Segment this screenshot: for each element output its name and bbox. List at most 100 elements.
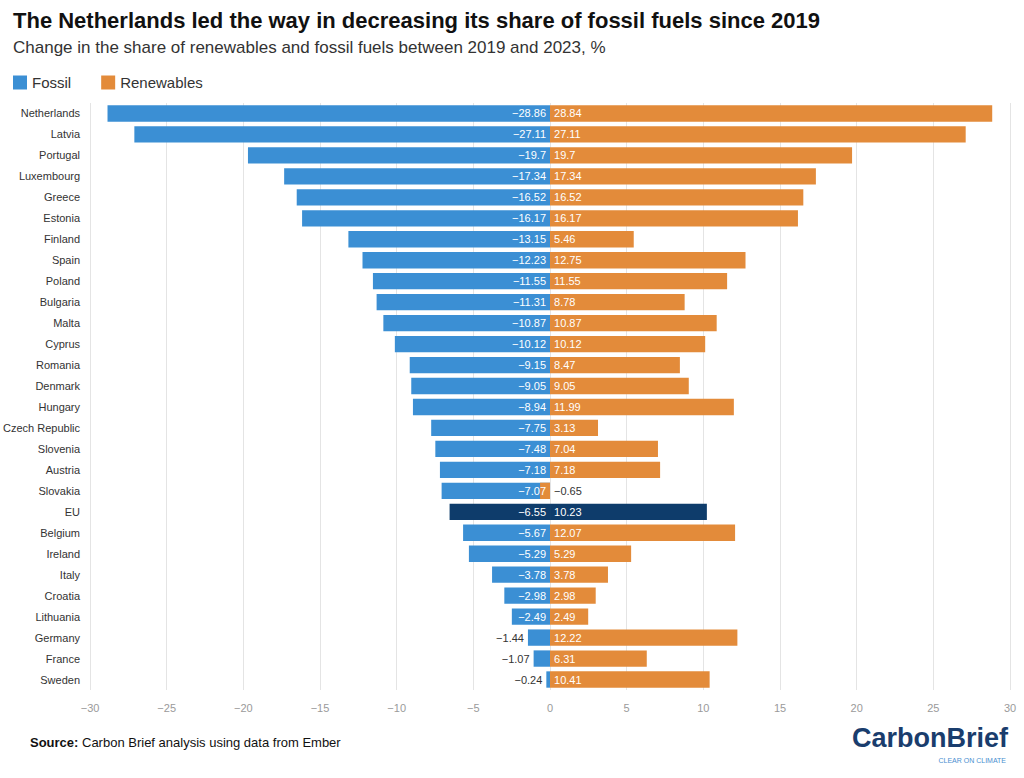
svg-text:Cyprus: Cyprus (45, 338, 80, 350)
svg-text:10.23: 10.23 (554, 506, 582, 518)
svg-text:−17.34: −17.34 (512, 170, 546, 182)
svg-text:3.13: 3.13 (554, 422, 575, 434)
svg-text:Latvia: Latvia (51, 128, 81, 140)
svg-text:19.7: 19.7 (554, 149, 575, 161)
svg-text:−5.29: −5.29 (518, 548, 546, 560)
svg-text:11.55: 11.55 (554, 275, 581, 287)
svg-text:0: 0 (547, 702, 553, 714)
svg-text:11.99: 11.99 (554, 401, 581, 413)
svg-text:−27.11: −27.11 (513, 128, 546, 140)
svg-text:Malta: Malta (53, 317, 81, 329)
svg-text:25: 25 (927, 702, 939, 714)
svg-text:Czech Republic: Czech Republic (3, 422, 81, 434)
svg-text:−2.49: −2.49 (518, 611, 546, 623)
svg-text:Fossil: Fossil (32, 74, 71, 91)
svg-text:15: 15 (774, 702, 786, 714)
svg-text:−2.98: −2.98 (518, 590, 546, 602)
svg-text:16.17: 16.17 (554, 212, 582, 224)
svg-text:9.05: 9.05 (554, 380, 575, 392)
svg-text:Bulgaria: Bulgaria (40, 296, 81, 308)
svg-text:10: 10 (697, 702, 709, 714)
svg-text:Source:: Source: (30, 735, 78, 750)
svg-text:−19.7: −19.7 (518, 149, 546, 161)
svg-text:Germany: Germany (35, 632, 81, 644)
svg-text:Lithuania: Lithuania (35, 611, 81, 623)
svg-text:27.11: 27.11 (554, 128, 581, 140)
svg-text:12.07: 12.07 (554, 527, 582, 539)
svg-text:−1.07: −1.07 (502, 653, 530, 665)
svg-text:−7.07: −7.07 (518, 485, 546, 497)
svg-text:Austria: Austria (46, 464, 81, 476)
svg-text:Luxembourg: Luxembourg (19, 170, 80, 182)
svg-text:Finland: Finland (44, 233, 80, 245)
svg-text:5.29: 5.29 (554, 548, 575, 560)
svg-text:3.78: 3.78 (554, 569, 575, 581)
svg-text:Renewables: Renewables (120, 74, 203, 91)
svg-text:−10: −10 (387, 702, 406, 714)
svg-text:France: France (46, 653, 80, 665)
svg-text:−0.65: −0.65 (554, 485, 582, 497)
svg-text:−9.05: −9.05 (518, 380, 546, 392)
svg-text:10.12: 10.12 (554, 338, 582, 350)
svg-text:−6.55: −6.55 (518, 506, 546, 518)
svg-text:Spain: Spain (52, 254, 80, 266)
svg-text:30: 30 (1004, 702, 1016, 714)
svg-text:Change in the share of renewab: Change in the share of renewables and fo… (13, 38, 606, 57)
svg-text:−0.24: −0.24 (514, 674, 542, 686)
svg-text:−20: −20 (234, 702, 253, 714)
svg-text:−1.44: −1.44 (496, 632, 524, 644)
svg-text:−7.18: −7.18 (518, 464, 546, 476)
svg-text:16.52: 16.52 (554, 191, 582, 203)
svg-text:8.78: 8.78 (554, 296, 575, 308)
svg-text:−15: −15 (311, 702, 330, 714)
svg-text:Greece: Greece (44, 191, 80, 203)
svg-text:6.31: 6.31 (554, 653, 575, 665)
svg-text:Ireland: Ireland (46, 548, 80, 560)
svg-text:12.22: 12.22 (554, 632, 582, 644)
svg-text:−9.15: −9.15 (518, 359, 546, 371)
svg-text:Romania: Romania (36, 359, 81, 371)
svg-text:−10.87: −10.87 (512, 317, 546, 329)
svg-text:−16.52: −16.52 (512, 191, 546, 203)
svg-text:Slovakia: Slovakia (38, 485, 80, 497)
svg-text:−30: −30 (81, 702, 100, 714)
svg-text:−7.75: −7.75 (518, 422, 546, 434)
svg-text:Italy: Italy (60, 569, 81, 581)
svg-text:5: 5 (624, 702, 630, 714)
svg-text:5.46: 5.46 (554, 233, 575, 245)
svg-text:CarbonBrief: CarbonBrief (852, 723, 1009, 753)
svg-text:Poland: Poland (46, 275, 80, 287)
svg-text:Hungary: Hungary (38, 401, 80, 413)
svg-text:Portugal: Portugal (39, 149, 80, 161)
svg-text:7.04: 7.04 (554, 443, 575, 455)
svg-text:−7.48: −7.48 (518, 443, 546, 455)
svg-text:12.75: 12.75 (554, 254, 582, 266)
svg-text:8.47: 8.47 (554, 359, 575, 371)
svg-text:10.41: 10.41 (554, 674, 582, 686)
svg-text:−10.12: −10.12 (512, 338, 546, 350)
svg-text:−16.17: −16.17 (512, 212, 546, 224)
svg-text:−28.86: −28.86 (512, 107, 546, 119)
svg-text:Netherlands: Netherlands (21, 107, 81, 119)
svg-text:The Netherlands led the way in: The Netherlands led the way in decreasin… (13, 8, 820, 33)
svg-text:CLEAR ON CLIMATE: CLEAR ON CLIMATE (938, 757, 1006, 764)
svg-text:Carbon Brief analysis using da: Carbon Brief analysis using data from Em… (78, 735, 341, 750)
svg-text:−25: −25 (157, 702, 176, 714)
svg-text:17.34: 17.34 (554, 170, 582, 182)
svg-text:Belgium: Belgium (40, 527, 80, 539)
svg-text:−11.31: −11.31 (513, 296, 546, 308)
svg-text:−12.23: −12.23 (512, 254, 546, 266)
svg-text:−8.94: −8.94 (518, 401, 546, 413)
svg-text:Estonia: Estonia (43, 212, 81, 224)
svg-text:−3.78: −3.78 (518, 569, 546, 581)
svg-text:Denmark: Denmark (35, 380, 80, 392)
svg-text:20: 20 (851, 702, 863, 714)
svg-text:7.18: 7.18 (554, 464, 575, 476)
svg-text:10.87: 10.87 (554, 317, 582, 329)
svg-text:−5: −5 (467, 702, 480, 714)
svg-text:2.49: 2.49 (554, 611, 575, 623)
svg-text:EU: EU (65, 506, 80, 518)
svg-text:Slovenia: Slovenia (38, 443, 81, 455)
svg-text:2.98: 2.98 (554, 590, 575, 602)
svg-text:Croatia: Croatia (45, 590, 81, 602)
